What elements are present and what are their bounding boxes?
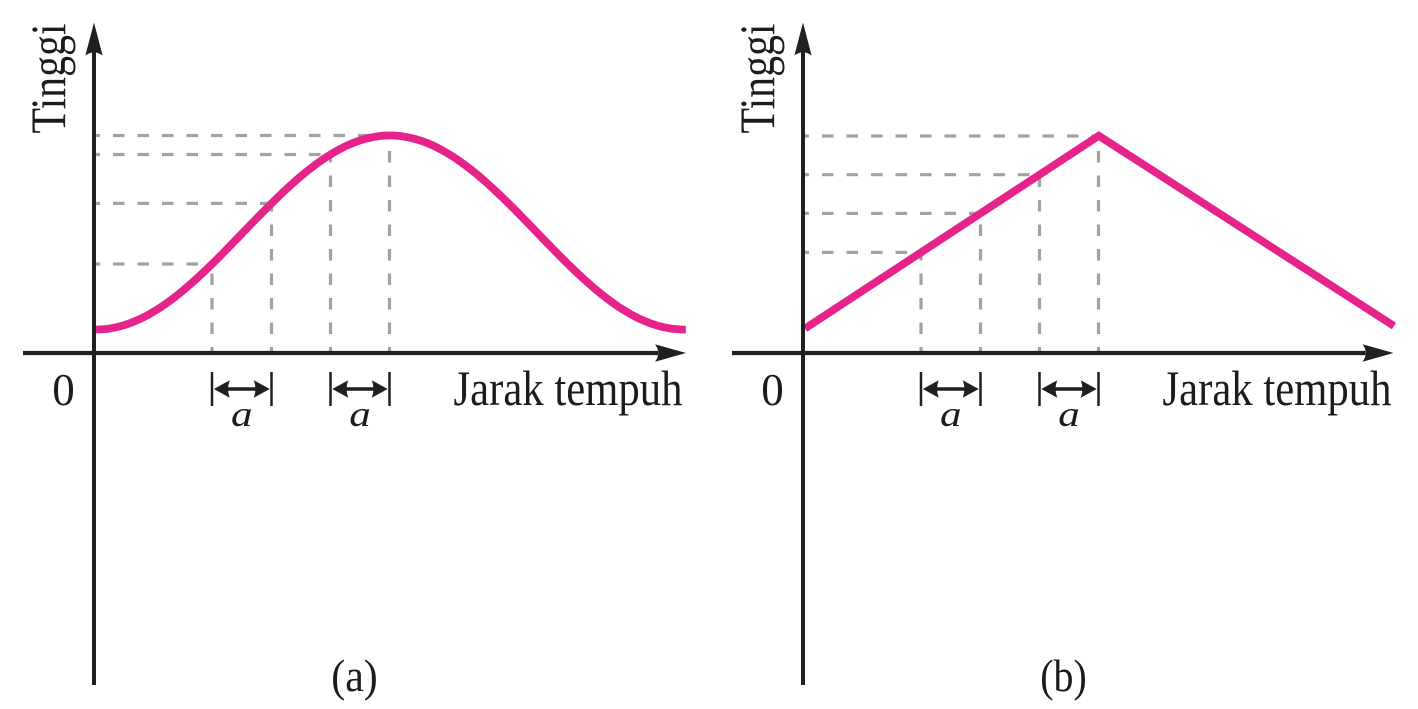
svg-text:Jarak tempuh: Jarak tempuh — [454, 361, 683, 416]
svg-text:a: a — [1058, 394, 1080, 434]
svg-text:(b): (b) — [1040, 650, 1087, 701]
svg-text:a: a — [349, 394, 371, 434]
svg-text:0: 0 — [52, 365, 75, 415]
svg-text:(a): (a) — [331, 650, 378, 701]
svg-text:a: a — [231, 394, 253, 434]
svg-text:Jarak tempuh: Jarak tempuh — [1163, 361, 1392, 416]
svg-text:Tinggi: Tinggi — [729, 24, 785, 134]
svg-text:Tinggi: Tinggi — [20, 24, 76, 134]
svg-text:0: 0 — [761, 365, 784, 415]
svg-text:a: a — [940, 394, 962, 434]
